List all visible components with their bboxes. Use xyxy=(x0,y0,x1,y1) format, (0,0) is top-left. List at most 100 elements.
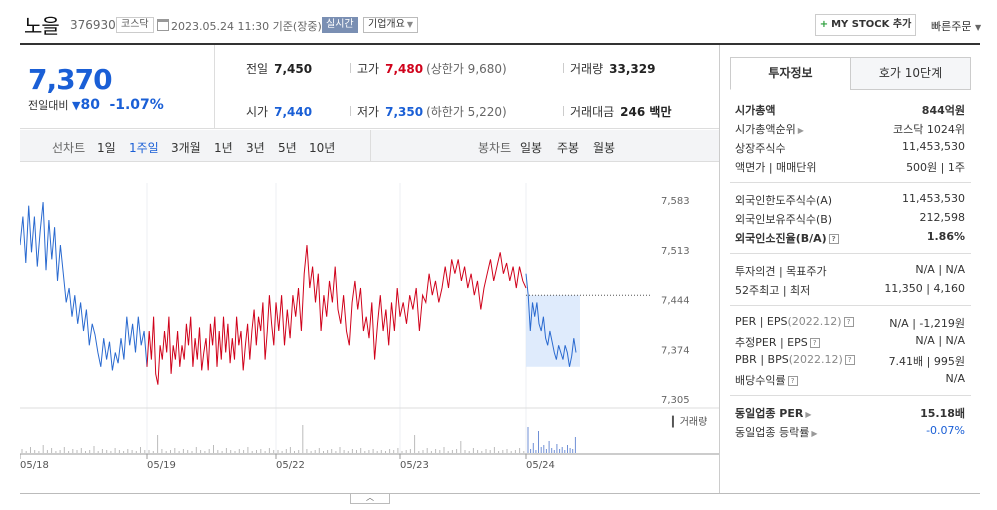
help-icon[interactable]: ? xyxy=(809,338,820,348)
x-tick-label: 05/23 xyxy=(400,460,429,471)
info-key: 52주최고 | 최저 xyxy=(735,284,811,297)
candle-monthly[interactable]: 월봉 xyxy=(593,141,616,155)
help-icon[interactable]: ? xyxy=(843,317,854,327)
help-icon[interactable]: ? xyxy=(828,234,839,244)
company-overview-label: 기업개요 xyxy=(368,19,405,30)
change-abs: 80 xyxy=(80,97,100,113)
info-key-text: 시가총액순위 xyxy=(735,123,796,136)
stat-value: 7,480 xyxy=(385,62,424,76)
prev-day-label: 전일대비 xyxy=(28,99,69,112)
shaded-area xyxy=(526,295,580,367)
price-chart[interactable]: 7,583 7,513 7,444 7,374 7,305 ▎거래량 05/18 05/19 0… xyxy=(20,163,719,493)
stat-prev-close: 전일 7,450 xyxy=(246,60,312,77)
info-key: 외국인보유주식수(B) xyxy=(735,213,833,226)
info-value: 11,350 | 4,160 xyxy=(884,282,965,295)
calendar-icon xyxy=(157,19,169,31)
y-tick-label: 7,444 xyxy=(661,296,690,307)
realtime-button[interactable]: 실시간 xyxy=(322,17,358,33)
line-chart-label: 선차트 xyxy=(52,141,86,155)
stat-label: 저가 xyxy=(357,105,380,119)
period-1d[interactable]: 1일 xyxy=(97,141,116,155)
info-value: 212,598 xyxy=(919,211,966,224)
price-series-05-18 xyxy=(20,202,148,371)
info-value: 844억원 xyxy=(921,104,965,117)
header-divider xyxy=(20,43,980,45)
period-3m[interactable]: 3개월 xyxy=(171,141,201,155)
tab-orderbook[interactable]: 호가 10단계 xyxy=(850,57,971,90)
help-icon[interactable]: ? xyxy=(844,355,855,365)
tab-investment-info[interactable]: 투자정보 xyxy=(730,57,851,90)
period-10y[interactable]: 10년 xyxy=(309,141,336,155)
info-key-text: 동일업종 PER xyxy=(735,407,804,420)
info-value: N/A xyxy=(945,372,965,385)
collapse-chevron-up-icon[interactable]: ︿ xyxy=(350,494,390,504)
price-series-05-24 xyxy=(525,273,577,367)
info-key-text: 추정PER | EPS xyxy=(735,336,808,349)
info-row-industry-per[interactable]: 동일업종 PER ▶ 15.18배 xyxy=(735,405,965,423)
info-value: 15.18배 xyxy=(920,407,965,420)
info-value: -0.07% xyxy=(926,424,965,437)
add-mystock-button[interactable]: + MY STOCK 추가 xyxy=(815,14,916,36)
stat-value: 246 백만 xyxy=(620,105,672,119)
period-1w[interactable]: 1주일 xyxy=(129,141,159,155)
stat-divider xyxy=(350,106,351,116)
stat-label: 전일 xyxy=(246,62,269,76)
period-3y[interactable]: 3년 xyxy=(246,141,265,155)
price-chart-svg: 7,583 7,513 7,444 7,374 7,305 ▎거래량 05/18 05/19 0… xyxy=(20,183,719,471)
chevron-right-icon: ▶ xyxy=(811,429,818,438)
stat-value: 7,440 xyxy=(274,105,313,119)
help-icon[interactable]: ? xyxy=(787,376,798,386)
chevron-down-icon: ▼ xyxy=(406,20,413,29)
add-mystock-label: MY STOCK 추가 xyxy=(831,19,912,30)
stat-value: 7,350 xyxy=(385,105,424,119)
info-row-foreign-held: 외국인보유주식수(B) 212,598 xyxy=(735,211,965,229)
stat-label: 시가 xyxy=(246,105,269,119)
info-key-text: PER | EPS xyxy=(735,315,788,328)
info-key: 시가총액 xyxy=(735,104,776,117)
info-key: 동일업종 PER ▶ xyxy=(735,405,812,421)
x-tick-label: 05/19 xyxy=(147,460,176,471)
stat-divider xyxy=(350,63,351,73)
stat-value: 33,329 xyxy=(609,62,656,76)
info-row-par-value: 액면가 | 매매단위 500원 | 1주 xyxy=(735,159,965,177)
info-value: N/A | -1,219원 xyxy=(889,317,965,330)
market-badge: 코스닥 xyxy=(116,17,154,33)
info-key-text: 동일업종 등락률 xyxy=(735,426,810,439)
info-key-text: PBR | BPS xyxy=(735,353,789,366)
current-price: 7,370 xyxy=(28,63,113,96)
quick-order-button[interactable]: 빠른주문 ▼ xyxy=(931,18,981,34)
info-value: 11,453,530 xyxy=(902,192,965,205)
price-divider xyxy=(214,45,215,129)
quick-order-label: 빠른주문 xyxy=(931,20,972,33)
candle-daily[interactable]: 일봉 xyxy=(520,141,543,155)
info-key: 액면가 | 매매단위 xyxy=(735,161,817,174)
period-5y[interactable]: 5년 xyxy=(278,141,297,155)
investment-info-panel: 투자정보 호가 10단계 시가총액 844억원 시가총액순위 ▶ 코스닥 1024위 … xyxy=(719,45,980,493)
info-key-date: (2022.12) xyxy=(788,353,843,366)
period-1y[interactable]: 1년 xyxy=(214,141,233,155)
timestamp: 2023.05.24 11:30 기준(장중) xyxy=(171,20,322,33)
info-row-per-eps: PER | EPS(2022.12)? N/A | -1,219원 xyxy=(735,315,965,333)
info-row-market-cap-rank[interactable]: 시가총액순위 ▶ 코스닥 1024위 xyxy=(735,121,965,139)
price-change: 전일대비 ▼80 -1.07% xyxy=(28,97,164,113)
info-row-industry-change[interactable]: 동일업종 등락률 ▶ -0.07% xyxy=(735,424,965,442)
info-key: 추정PER | EPS? xyxy=(735,334,820,350)
info-row-foreign-limit: 외국인한도주식수(A) 11,453,530 xyxy=(735,192,965,210)
candle-weekly[interactable]: 주봉 xyxy=(557,141,580,155)
price-series-05-23 xyxy=(399,252,527,332)
section-divider xyxy=(730,182,971,183)
plus-icon: + xyxy=(819,19,829,30)
info-row-est-per-eps: 추정PER | EPS? N/A | N/A xyxy=(735,334,965,352)
info-key-date: (2022.12) xyxy=(787,315,842,328)
info-key-text: 외국인소진율(B/A) xyxy=(735,232,827,245)
chevron-down-icon: ▼ xyxy=(974,23,982,32)
change-pct: -1.07% xyxy=(109,97,164,113)
company-overview-button[interactable]: 기업개요 ▼ xyxy=(363,17,418,33)
stat-divider xyxy=(563,106,564,116)
info-key: PBR | BPS(2022.12)? xyxy=(735,353,855,366)
stat-divider xyxy=(563,63,564,73)
info-value: 11,453,530 xyxy=(902,140,965,153)
info-key: 상장주식수 xyxy=(735,142,786,155)
stock-name: 노을 xyxy=(24,14,60,38)
chevron-right-icon: ▶ xyxy=(797,126,804,135)
